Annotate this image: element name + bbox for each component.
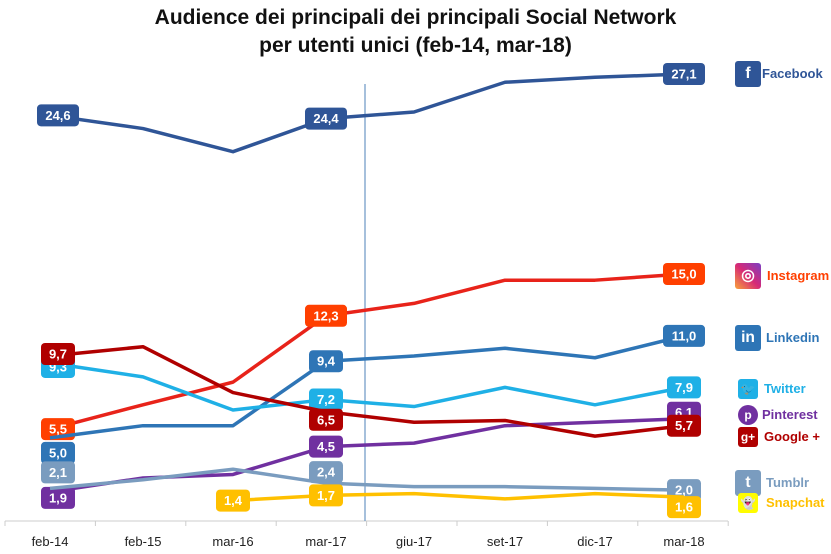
data-label-box: [667, 496, 701, 519]
x-tick-label: giu-17: [396, 534, 432, 549]
data-label-box: [309, 484, 343, 507]
data-label-box: [309, 350, 343, 373]
x-tick-label: dic-17: [577, 534, 612, 549]
data-label: 6,5: [317, 412, 335, 427]
data-label: 24,6: [45, 108, 70, 123]
data-label-box: [41, 461, 75, 484]
data-label: 2,1: [49, 465, 67, 480]
facebook-icon: f: [735, 61, 761, 87]
x-tick-label: mar-17: [305, 534, 346, 549]
series-line-tumblr: [49, 467, 685, 492]
data-label: 15,0: [671, 267, 696, 282]
data-label: 1,6: [675, 500, 693, 515]
legend-label: Instagram: [767, 268, 830, 283]
data-label: 24,4: [313, 111, 339, 126]
x-tick-label: set-17: [487, 534, 523, 549]
series-line-snapchat: [232, 491, 685, 503]
legend-label: Pinterest: [762, 407, 818, 422]
x-tick-label: feb-15: [125, 534, 162, 549]
data-label-box: [305, 304, 347, 327]
data-label: 1,4: [224, 493, 243, 508]
series-line-facebook: [49, 72, 685, 154]
data-label-box: [663, 324, 705, 347]
series-line-instagram: [49, 272, 685, 431]
data-label: 7,2: [317, 392, 335, 407]
data-label-box: [309, 461, 343, 484]
x-tick-label: mar-16: [212, 534, 253, 549]
data-label-box: [37, 104, 79, 127]
data-label-box: [309, 435, 343, 458]
series-line-google: [49, 344, 685, 438]
data-label-box: [309, 388, 343, 411]
data-label-box: [309, 408, 343, 431]
x-tick-label: mar-18: [663, 534, 704, 549]
chart-subtitle: per utenti unici (feb-14, mar-18): [259, 34, 572, 57]
legend-label: Linkedin: [766, 330, 820, 345]
data-label: 2,4: [317, 465, 336, 480]
legend-label: Tumblr: [766, 475, 810, 490]
snapchat-icon: 👻: [738, 493, 758, 513]
linkedin-icon: in: [735, 325, 761, 351]
data-label: 27,1: [671, 67, 696, 82]
data-label: 9,7: [49, 347, 67, 362]
data-label: 5,0: [49, 445, 67, 460]
data-label: 1,9: [49, 490, 67, 505]
series-line-linkedin: [49, 334, 685, 440]
data-label: 1,7: [317, 488, 335, 503]
legend-label: Twitter: [764, 381, 806, 396]
tumblr-icon: t: [735, 470, 761, 496]
data-label-box: [41, 343, 75, 365]
instagram-icon: ◎: [735, 263, 761, 289]
data-label-box: [216, 489, 250, 512]
data-label-box: [41, 486, 75, 509]
data-label: 5,7: [675, 418, 693, 433]
series-line-twitter: [49, 361, 685, 412]
pinterest-icon: p: [738, 405, 758, 425]
legend-label: Snapchat: [766, 495, 825, 510]
data-label: 11,0: [672, 328, 697, 343]
legend-label: Google +: [764, 429, 820, 444]
x-tick-label: feb-14: [32, 534, 69, 549]
data-label-box: [663, 63, 705, 85]
data-label: 2,0: [675, 483, 693, 498]
data-label-box: [667, 414, 701, 437]
data-label: 5,5: [49, 422, 67, 437]
data-label: 9,4: [317, 354, 336, 369]
twitter-icon: 🐦: [738, 379, 758, 399]
data-label-box: [305, 107, 347, 130]
data-label: 4,5: [317, 439, 335, 454]
chart-title: Audience dei principali dei principali S…: [154, 6, 677, 29]
data-label-box: [663, 263, 705, 285]
legend-label: Facebook: [762, 66, 823, 81]
data-label-box: [41, 441, 75, 464]
data-label: 7,9: [675, 380, 693, 395]
google-plus-icon: g+: [738, 427, 758, 447]
data-label: 12,3: [313, 308, 338, 323]
data-label-box: [667, 376, 701, 399]
